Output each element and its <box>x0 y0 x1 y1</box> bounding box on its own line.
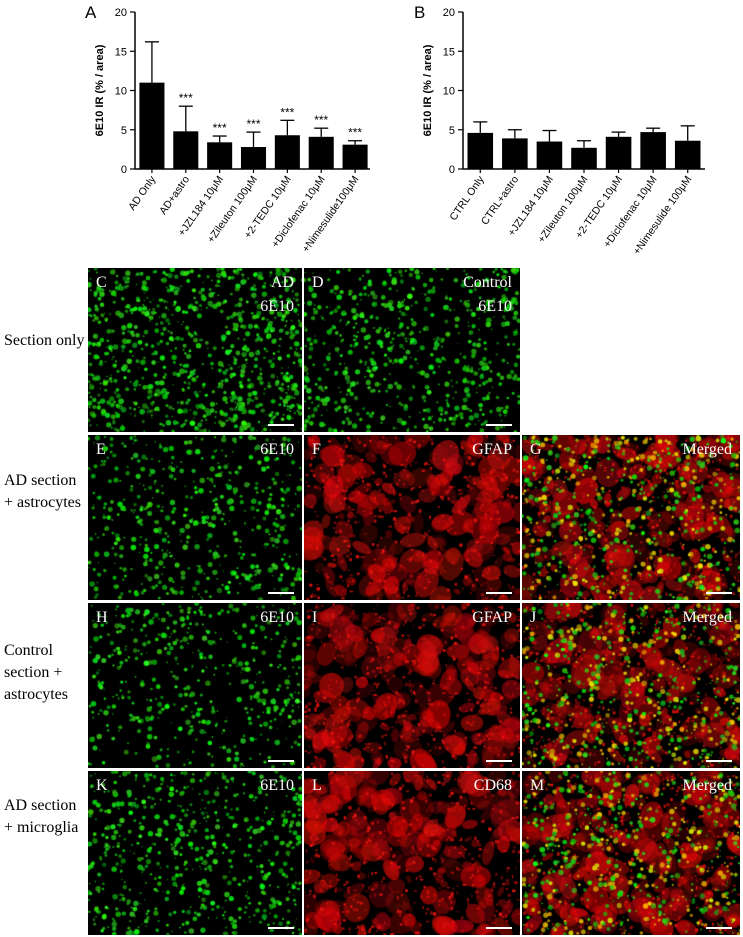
panel-letter: G <box>530 441 542 458</box>
panel-letter: D <box>312 274 324 291</box>
micrograph-m: M Merged <box>522 771 740 935</box>
row-label-ad-astrocytes: AD section + astrocytes <box>4 472 81 511</box>
panel-title: Merged <box>682 777 732 794</box>
panel-letter: B <box>414 3 425 22</box>
y-tick-label: 15 <box>115 46 127 58</box>
y-tick-label: 10 <box>115 86 127 98</box>
chart-a: A 0 5 10 15 20 6E10 IR (% / area) AD Only *** AD+… <box>85 3 370 255</box>
scale-bar <box>268 424 294 426</box>
scale-bar <box>486 760 512 762</box>
scale-bar <box>268 760 294 762</box>
bar <box>240 147 267 169</box>
panel-title: 6E10 <box>260 777 294 794</box>
panel-letter: K <box>96 777 108 794</box>
row-label-control-astrocytes: Control section + astrocytes <box>4 642 68 703</box>
panel-letter: J <box>530 609 537 626</box>
bar <box>502 138 528 169</box>
bar <box>536 141 563 169</box>
y-tick-label: 0 <box>449 164 455 176</box>
significance-marker: *** <box>314 113 328 127</box>
significance-marker: *** <box>179 91 193 105</box>
scale-bar <box>486 927 512 929</box>
bar <box>571 147 597 169</box>
panel-letter: F <box>312 441 321 458</box>
y-tick-label: 5 <box>449 125 455 137</box>
panel-letter: E <box>96 441 106 458</box>
scale-bar <box>486 424 512 426</box>
category-label: AD Only <box>126 173 159 213</box>
bar <box>674 140 701 169</box>
bar <box>139 82 165 169</box>
scale-bar <box>706 760 732 762</box>
y-tick-label: 20 <box>115 7 127 19</box>
panel-title: CD68 <box>473 777 512 794</box>
panel-subtitle: 6E10 <box>260 298 294 315</box>
scale-bar <box>706 927 732 929</box>
micrograph-h: H 6E10 <box>88 603 302 768</box>
row-label-ad-microglia: AD section + microglia <box>4 797 79 836</box>
bar <box>342 144 368 169</box>
panel-letter: C <box>96 274 107 291</box>
y-axis-label: 6E10 IR (% / area) <box>422 44 434 136</box>
micrograph-e: E 6E10 <box>88 435 302 600</box>
significance-marker: *** <box>246 117 260 131</box>
scale-bar <box>486 592 512 594</box>
panel-title: Merged <box>682 609 732 626</box>
micrograph-g: G Merged <box>522 435 740 600</box>
significance-marker: *** <box>213 121 227 135</box>
micrograph-d: D Control 6E10 <box>304 268 520 432</box>
y-axis-label: 6E10 IR (% / area) <box>94 44 106 136</box>
y-tick-label: 5 <box>121 125 127 137</box>
panel-title: GFAP <box>472 441 512 458</box>
panel-title: GFAP <box>472 609 512 626</box>
panel-title: AD <box>270 274 294 291</box>
y-tick-label: 0 <box>121 164 127 176</box>
panel-title: Merged <box>682 441 732 458</box>
panel-title: Control <box>463 274 512 291</box>
panel-letter: H <box>96 609 108 626</box>
category-label: AD+astro <box>157 174 192 217</box>
significance-marker: *** <box>280 105 294 119</box>
panel-subtitle: 6E10 <box>478 298 512 315</box>
micrograph-f: F GFAP <box>304 435 520 600</box>
bar <box>207 142 233 169</box>
bar <box>605 136 632 169</box>
y-tick-label: 15 <box>443 46 455 58</box>
significance-marker: *** <box>348 126 362 140</box>
micrograph-j: J Merged <box>522 603 740 768</box>
row-label-section-only: Section only <box>4 332 85 349</box>
panel-letter: I <box>312 609 318 626</box>
panel-letter: M <box>530 777 545 794</box>
y-tick-label: 20 <box>443 7 455 19</box>
panel-title: 6E10 <box>260 441 294 458</box>
scale-bar <box>268 927 294 929</box>
micrograph-l: L CD68 <box>304 771 520 935</box>
bar <box>467 132 494 169</box>
bar <box>173 131 199 169</box>
panel-letter: A <box>85 3 97 22</box>
micrograph-k: K 6E10 <box>88 771 302 935</box>
panel-letter: L <box>312 777 322 794</box>
bar <box>308 136 334 169</box>
scale-bar <box>268 592 294 594</box>
micrograph-c: C AD 6E10 <box>88 268 302 432</box>
micrograph-i: I GFAP <box>304 603 520 768</box>
y-tick-label: 10 <box>443 86 455 98</box>
panel-title: 6E10 <box>260 609 294 626</box>
bar <box>640 132 666 169</box>
scale-bar <box>706 592 732 594</box>
bar <box>274 135 300 169</box>
